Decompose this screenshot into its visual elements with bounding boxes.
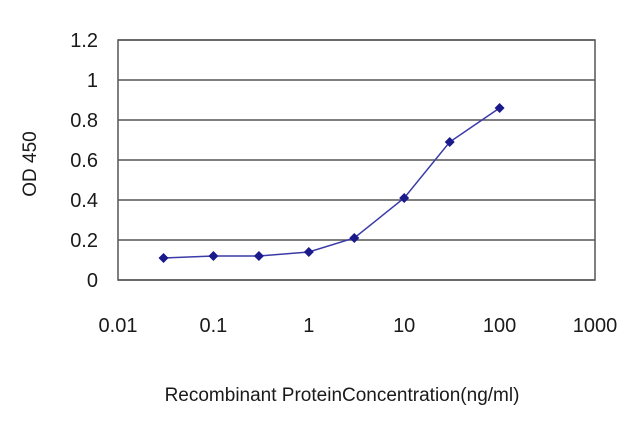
data-point xyxy=(158,253,169,263)
x-axis-tick-labels: 0.01 0.1 1 10 100 1000 xyxy=(99,315,618,337)
data-point xyxy=(253,251,264,261)
data-point xyxy=(208,251,219,261)
y-tick-label: 0.2 xyxy=(70,230,98,252)
x-tick-label: 0.01 xyxy=(99,315,138,337)
data-point xyxy=(444,137,455,147)
y-tick-label: 1 xyxy=(87,70,98,92)
y-tick-label: 0.6 xyxy=(70,150,98,172)
x-tick-label: 100 xyxy=(483,315,516,337)
data-point xyxy=(399,193,410,203)
y-axis-tick-labels: 0 0.2 0.4 0.6 0.8 1 1.2 xyxy=(70,30,98,292)
y-tick-label: 0.8 xyxy=(70,110,98,132)
gridlines xyxy=(118,39,595,281)
data-point xyxy=(494,103,505,113)
series-line xyxy=(163,107,501,259)
x-tick-label: 1 xyxy=(303,315,314,337)
x-tick-label: 10 xyxy=(393,315,415,337)
x-tick-label: 0.1 xyxy=(199,315,227,337)
plot-area-frame xyxy=(117,39,596,281)
data-point xyxy=(303,247,314,257)
data-markers xyxy=(158,103,505,263)
y-tick-label: 1.2 xyxy=(70,30,98,52)
x-tick-label: 1000 xyxy=(573,315,618,337)
y-tick-label: 0 xyxy=(87,270,98,292)
y-axis-label: OD 450 xyxy=(20,131,41,196)
y-tick-label: 0.4 xyxy=(70,190,98,212)
x-axis-label: Recombinant ProteinConcentration(ng/ml) xyxy=(165,385,520,406)
data-point xyxy=(349,233,360,243)
